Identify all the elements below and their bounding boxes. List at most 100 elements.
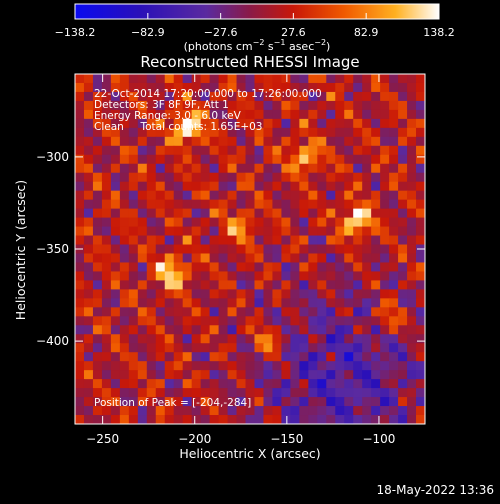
heatmap-cell	[416, 406, 425, 416]
heatmap-cell	[407, 415, 417, 424]
heatmap-cell	[380, 91, 390, 102]
heatmap-cell	[344, 109, 354, 120]
heatmap-cell	[245, 307, 256, 317]
heatmap-cell	[200, 307, 211, 317]
heatmap-cell	[236, 397, 247, 407]
heatmap-cell	[83, 154, 94, 165]
heatmap-cell	[326, 370, 336, 380]
heatmap-cell	[92, 388, 103, 398]
heatmap-cell	[254, 244, 265, 255]
heatmap-cell	[173, 208, 184, 219]
heatmap-cell	[254, 109, 265, 120]
heatmap-cell	[245, 361, 256, 371]
heatmap-cell	[101, 109, 112, 120]
heatmap-cell	[272, 352, 283, 362]
heatmap-cell	[146, 136, 157, 147]
heatmap-cell	[371, 352, 381, 362]
heatmap-cell	[272, 316, 283, 326]
heatmap-cell	[398, 388, 408, 398]
heatmap-cell	[353, 127, 363, 138]
heatmap-cell	[218, 163, 229, 174]
heatmap-cell	[254, 271, 265, 282]
heatmap-cell	[83, 244, 94, 255]
heatmap-cell	[200, 145, 211, 156]
heatmap-cell	[398, 271, 408, 282]
heatmap-cell	[407, 154, 417, 165]
heatmap-cell	[200, 208, 211, 219]
heatmap-cell	[416, 325, 425, 335]
heatmap-cell	[371, 127, 381, 138]
heatmap-cell	[317, 74, 327, 84]
heatmap-cell	[272, 271, 283, 282]
heatmap-cell	[290, 226, 300, 237]
heatmap-cell	[308, 370, 318, 380]
heatmap-cell	[380, 289, 390, 299]
heatmap-cell	[227, 217, 238, 228]
heatmap-cell	[353, 145, 363, 156]
heatmap-cell	[254, 82, 265, 93]
heatmap-cell	[398, 82, 408, 93]
heatmap-cell	[191, 235, 202, 246]
heatmap-cell	[182, 163, 193, 174]
heatmap-cell	[245, 208, 256, 219]
heatmap-cell	[101, 235, 112, 246]
heatmap-cell	[146, 352, 157, 362]
heatmap-cell	[227, 370, 238, 380]
heatmap-cell	[290, 172, 300, 183]
heatmap-cell	[146, 226, 157, 237]
heatmap-cell	[191, 74, 202, 84]
heatmap-cell	[317, 226, 327, 237]
heatmap-cell	[155, 379, 166, 389]
heatmap-cell	[380, 280, 390, 290]
heatmap-cell	[182, 217, 193, 228]
heatmap-cell	[236, 325, 247, 335]
heatmap-cell	[218, 172, 229, 183]
info-line-energy: Energy Range: 3.0 - 6.0 keV	[94, 110, 242, 122]
heatmap-cell	[335, 406, 345, 416]
heatmap-cell	[101, 154, 112, 165]
heatmap-cell	[344, 74, 354, 84]
heatmap-cell	[209, 397, 220, 407]
heatmap-cell	[263, 217, 274, 228]
heatmap-cell	[83, 343, 94, 353]
heatmap-cell	[335, 253, 345, 264]
heatmap-cell	[173, 388, 184, 398]
heatmap-cell	[371, 325, 381, 335]
heatmap-cell	[398, 190, 408, 201]
heatmap-cell	[380, 145, 390, 156]
heatmap-cell	[317, 118, 327, 129]
heatmap-cell	[146, 415, 157, 424]
heatmap-cell	[209, 289, 220, 299]
heatmap-cell	[218, 136, 229, 147]
heatmap-cell	[299, 226, 309, 237]
heatmap-cell	[353, 136, 363, 147]
heatmap-cell	[101, 316, 112, 326]
heatmap-cell	[362, 235, 372, 246]
heatmap-cell	[119, 325, 130, 335]
heatmap-cell	[326, 325, 336, 335]
heatmap-cell	[398, 325, 408, 335]
heatmap-cell	[227, 190, 238, 201]
heatmap-cell	[245, 118, 256, 129]
heatmap-cell	[416, 208, 425, 219]
heatmap-cell	[398, 406, 408, 416]
heatmap-cell	[110, 136, 121, 147]
heatmap-cell	[398, 181, 408, 192]
heatmap-cell	[155, 406, 166, 416]
heatmap-cell	[155, 217, 166, 228]
heatmap-cell	[173, 262, 184, 273]
heatmap-cell	[92, 235, 103, 246]
heatmap-cell	[308, 352, 318, 362]
heatmap-cell	[344, 208, 354, 219]
heatmap-cell	[407, 388, 417, 398]
heatmap-cell	[218, 199, 229, 210]
heatmap-cell	[290, 82, 300, 93]
heatmap-cell	[281, 154, 291, 165]
heatmap-cell	[380, 109, 390, 120]
heatmap-cell	[335, 208, 345, 219]
heatmap-cell	[182, 397, 193, 407]
heatmap-cell	[218, 82, 229, 93]
heatmap-cell	[191, 316, 202, 326]
y-axis-label: Heliocentric Y (arcsec)	[13, 180, 28, 320]
heatmap-cell	[416, 379, 425, 389]
